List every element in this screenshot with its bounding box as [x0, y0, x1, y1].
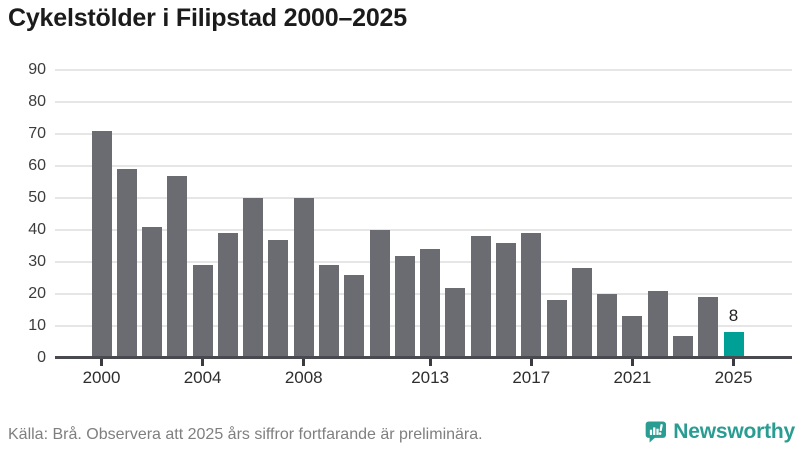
- y-tick-label: 0: [37, 349, 46, 366]
- bar-2018: [546, 300, 567, 358]
- x-tick-label: 2000: [82, 368, 121, 387]
- bar-2013: [420, 249, 441, 358]
- bar-2020: [597, 294, 618, 358]
- bar-chart-speech-bubble-icon: [645, 421, 666, 443]
- brand-name: Newsworthy: [673, 420, 795, 443]
- bar-2002: [142, 226, 163, 358]
- bar-2024: [698, 297, 719, 358]
- y-tick-label: 30: [28, 253, 46, 270]
- y-tick-label: 90: [28, 61, 46, 78]
- bar-2014: [445, 287, 466, 358]
- x-tick-mark: [428, 359, 432, 366]
- x-tick-label: 2025: [714, 368, 753, 387]
- bar-2006: [243, 198, 264, 358]
- bar-2025: [723, 332, 744, 358]
- y-tick-label: 60: [28, 157, 46, 174]
- bar-2022: [647, 290, 668, 358]
- x-tick-mark: [201, 359, 205, 366]
- bar-2017: [521, 233, 542, 358]
- bar-2007: [268, 239, 289, 358]
- gridline: [55, 101, 792, 103]
- bar-2008: [293, 198, 314, 358]
- bar-2001: [116, 169, 137, 358]
- x-tick-label: 2013: [411, 368, 450, 387]
- bar-2000: [91, 130, 112, 358]
- gridline: [55, 165, 792, 167]
- brand-logo: Newsworthy: [645, 415, 795, 449]
- bar-2003: [167, 175, 188, 358]
- x-tick-mark: [732, 359, 735, 366]
- y-tick-label: 70: [28, 125, 46, 142]
- x-tick-label: 2008: [284, 368, 323, 387]
- bar-2016: [495, 242, 516, 358]
- bar-value-label: 8: [728, 306, 739, 326]
- gridline: [55, 229, 792, 231]
- x-tick-mark: [100, 359, 103, 366]
- bar-2023: [672, 335, 693, 358]
- gridline: [55, 197, 792, 199]
- bar-2005: [217, 233, 238, 358]
- bar-2010: [344, 274, 365, 358]
- y-tick-label: 40: [28, 221, 46, 238]
- gridline: [55, 133, 792, 135]
- x-tick-mark: [302, 359, 306, 366]
- x-tick-label: 2004: [183, 368, 222, 387]
- bar-2012: [394, 255, 415, 358]
- bar-2004: [192, 265, 213, 358]
- y-tick-label: 20: [28, 285, 46, 302]
- x-tick-label: 2017: [512, 368, 551, 387]
- x-tick-label: 2021: [613, 368, 652, 387]
- chart-title: Cykelstölder i Filipstad 2000–2025: [8, 4, 407, 32]
- bar-2019: [571, 268, 592, 358]
- bar-2011: [369, 230, 390, 358]
- source-note: Källa: Brå. Observera att 2025 års siffr…: [8, 426, 483, 443]
- bar-2021: [622, 316, 643, 358]
- gridline: [55, 69, 792, 71]
- y-tick-label: 80: [28, 93, 46, 110]
- x-tick-mark: [529, 359, 533, 366]
- y-tick-label: 10: [28, 317, 46, 334]
- y-tick-label: 50: [28, 189, 46, 206]
- bar-2009: [319, 265, 340, 358]
- x-axis-line: [55, 356, 792, 359]
- x-tick-mark: [630, 359, 634, 366]
- plot-area: [55, 69, 792, 358]
- bar-2015: [470, 236, 491, 358]
